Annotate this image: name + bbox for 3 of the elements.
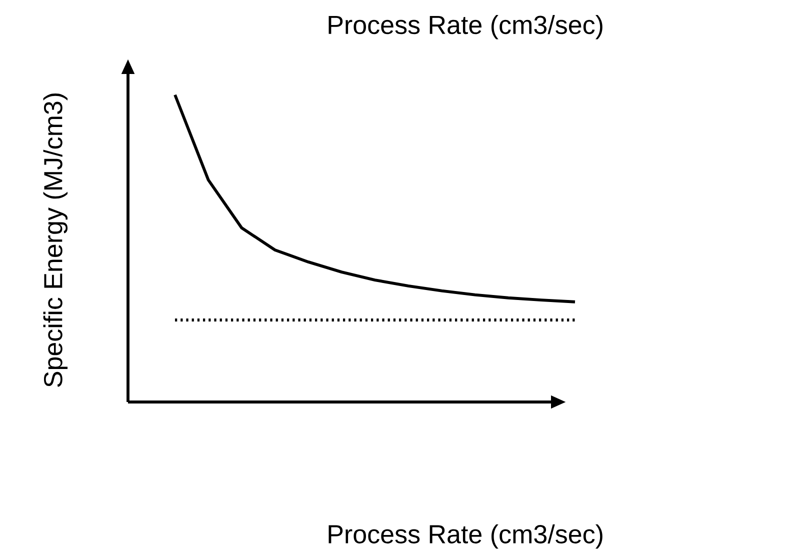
x-axis-title: Process Rate (cm3/sec) [328,524,602,549]
chart-title: Process Rate (cm3/sec) [328,15,602,40]
y-axis-title: Specific Energy (MJ/cm3) [43,94,68,387]
